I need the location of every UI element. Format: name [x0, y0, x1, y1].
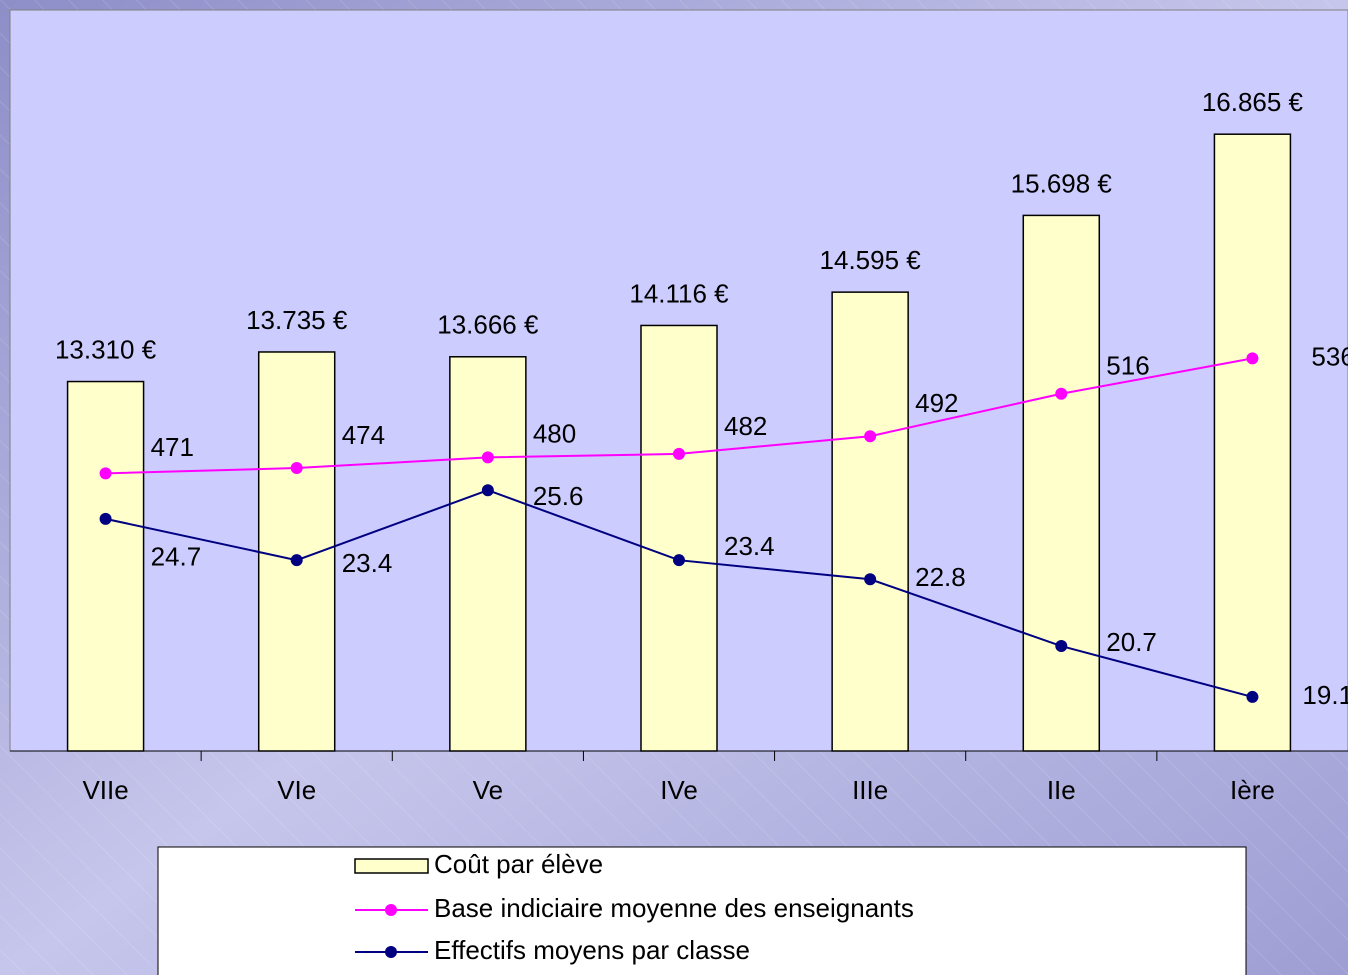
bar: [66, 380, 145, 752]
marker: [1246, 352, 1259, 365]
marker: [673, 554, 685, 567]
x-tick-label: IVe: [660, 775, 698, 805]
data-label: 15.698 €: [1011, 168, 1113, 198]
data-label: 23.4: [724, 531, 775, 561]
data-label: 471: [151, 432, 194, 462]
marker: [481, 451, 494, 464]
data-label: 20.7: [1106, 627, 1157, 657]
marker: [864, 573, 877, 586]
marker: [290, 462, 303, 475]
data-label: 14.595 €: [820, 245, 922, 275]
data-label: 25.6: [533, 481, 584, 511]
data-label: 492: [915, 388, 958, 418]
bar: [1213, 133, 1292, 752]
x-tick-label: Ière: [1230, 775, 1275, 805]
x-tick-label: Ve: [473, 775, 503, 805]
marker: [673, 447, 685, 460]
data-label: 482: [724, 411, 767, 441]
legend-marker: [385, 904, 397, 916]
legend-label: Base indiciaire moyenne des enseignants: [434, 893, 914, 923]
data-label: 22.8: [915, 562, 966, 592]
data-label: 13.666 €: [437, 310, 539, 340]
legend-label: Effectifs moyens par classe: [434, 935, 750, 965]
bar: [1022, 214, 1101, 752]
marker: [481, 484, 494, 497]
marker: [1055, 640, 1068, 653]
data-label: 13.310 €: [55, 334, 157, 364]
bar: [449, 356, 527, 752]
bar: [831, 291, 909, 752]
x-tick-label: IIIe: [852, 775, 888, 805]
data-label: 23.4: [342, 548, 393, 578]
marker: [1055, 387, 1068, 400]
x-tick-label: VIIe: [82, 775, 128, 805]
data-label: 474: [342, 420, 385, 450]
marker: [99, 512, 112, 525]
data-label: 516: [1106, 351, 1149, 381]
data-label: 536: [1311, 341, 1348, 371]
x-tick-label: VIe: [277, 775, 316, 805]
data-label: 13.735 €: [246, 305, 348, 335]
legend-label: Coût par élève: [434, 849, 603, 879]
marker: [864, 430, 877, 443]
data-label: 24.7: [151, 542, 202, 572]
legend-marker: [385, 946, 397, 958]
data-label: 16.865 €: [1202, 87, 1304, 117]
data-label: 19.1: [1302, 680, 1348, 710]
marker: [99, 467, 112, 480]
data-label: 14.116 €: [629, 278, 729, 308]
legend: [157, 846, 1247, 978]
bar: [640, 324, 718, 752]
marker: [1246, 690, 1259, 703]
marker: [290, 554, 303, 567]
data-label: 480: [533, 418, 576, 448]
x-tick-label: IIe: [1047, 775, 1076, 805]
legend-swatch: [354, 858, 429, 874]
